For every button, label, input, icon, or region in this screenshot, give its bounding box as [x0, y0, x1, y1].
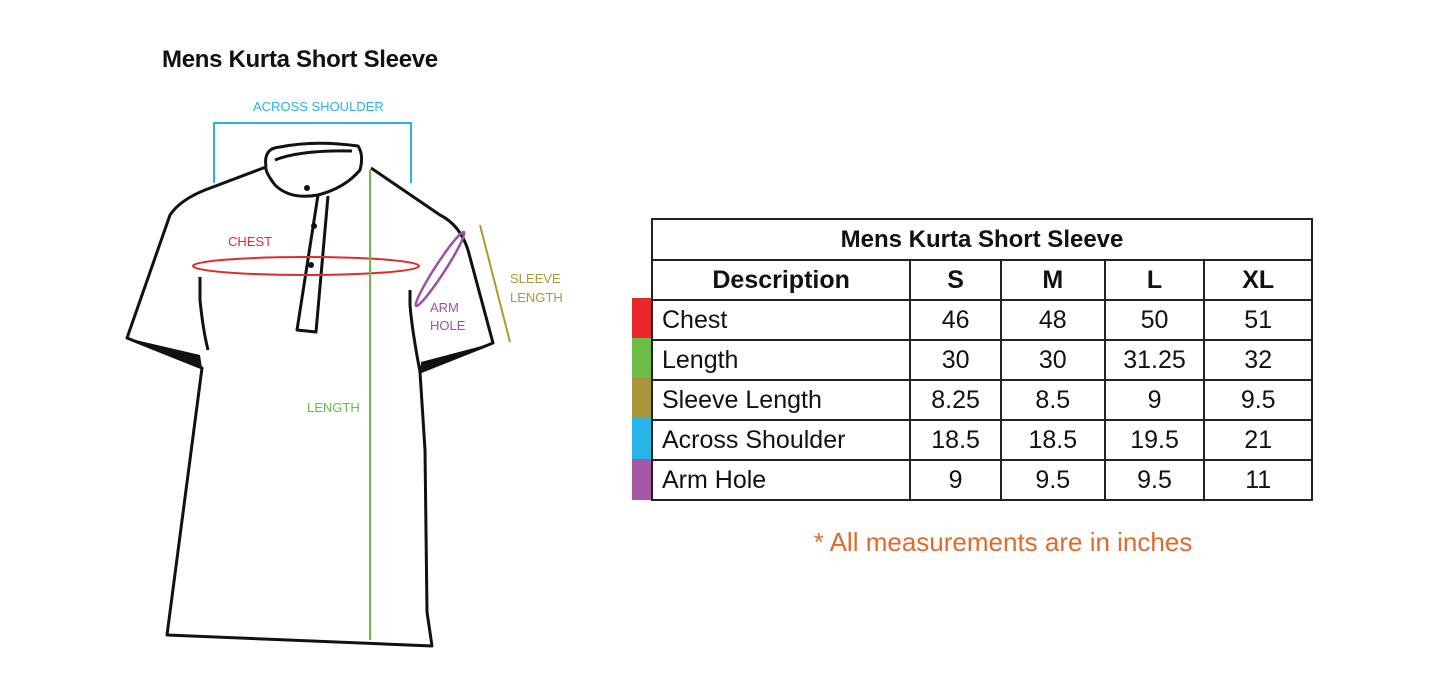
chest-color-bar — [632, 298, 651, 338]
sleeve-length-color-bar — [632, 378, 651, 418]
across-shoulder-color-bar — [632, 418, 651, 459]
size-value: 11 — [1203, 459, 1313, 501]
header-description: Description — [650, 259, 912, 301]
row-description: Length — [650, 339, 912, 381]
size-value: 30 — [909, 339, 1002, 381]
length-label: LENGTH — [307, 400, 360, 415]
size-value: 46 — [909, 299, 1002, 341]
row-description: Chest — [650, 299, 912, 341]
table-row: Length 30 30 31.25 32 — [650, 339, 1313, 381]
row-description: Sleeve Length — [650, 379, 912, 421]
size-value: 32 — [1203, 339, 1313, 381]
table-row: Across Shoulder 18.5 18.5 19.5 21 — [650, 419, 1313, 461]
arm-hole-label-1: ARM — [430, 300, 459, 315]
size-value: 48 — [999, 299, 1106, 341]
table-row: Arm Hole 9 9.5 9.5 11 — [650, 459, 1313, 501]
measurement-note: * All measurements are in inches — [813, 527, 1193, 557]
size-value: 18.5 — [999, 419, 1106, 461]
across-shoulder-marker — [213, 122, 412, 183]
size-value: 9.5 — [1103, 459, 1206, 501]
table-title: Mens Kurta Short Sleeve — [651, 218, 1313, 261]
diagram-title: Mens Kurta Short Sleeve — [162, 46, 438, 73]
sleeve-label-1: SLEEVE — [510, 271, 561, 286]
header-s: S — [909, 259, 1002, 301]
size-value: 50 — [1103, 299, 1206, 341]
size-value: 19.5 — [1103, 419, 1206, 461]
table-row: Chest 46 48 50 51 — [650, 299, 1313, 341]
arm-hole-label-2: HOLE — [430, 318, 466, 333]
table-row: Sleeve Length 8.25 8.5 9 9.5 — [650, 379, 1313, 421]
header-m: M — [999, 259, 1106, 301]
size-value: 9 — [909, 459, 1002, 501]
length-color-bar — [632, 338, 651, 378]
chest-marker — [192, 256, 420, 276]
size-value: 51 — [1203, 299, 1313, 341]
header-row: Description S M L XL — [650, 259, 1313, 301]
size-chart-table: Mens Kurta Short Sleeve Description S M … — [650, 218, 1313, 501]
header-xl: XL — [1203, 259, 1313, 301]
sleeve-length-marker — [479, 224, 511, 343]
kurta-outline — [125, 141, 495, 648]
sleeve-label-2: LENGTH — [510, 290, 563, 305]
size-value: 8.25 — [909, 379, 1002, 421]
row-description: Arm Hole — [650, 459, 912, 501]
size-value: 8.5 — [999, 379, 1106, 421]
arm-hole-color-bar — [632, 459, 651, 500]
size-value: 9 — [1103, 379, 1206, 421]
size-value: 18.5 — [909, 419, 1002, 461]
header-l: L — [1103, 259, 1206, 301]
size-value: 9.5 — [999, 459, 1106, 501]
size-value: 9.5 — [1203, 379, 1313, 421]
kurta-illustration — [125, 122, 511, 648]
size-value: 30 — [999, 339, 1106, 381]
size-value: 31.25 — [1103, 339, 1206, 381]
chest-label: CHEST — [228, 234, 273, 249]
across-shoulder-label: ACROSS SHOULDER — [253, 99, 384, 114]
row-description: Across Shoulder — [650, 419, 912, 461]
arm-hole-marker — [414, 230, 466, 308]
size-value: 21 — [1203, 419, 1313, 461]
